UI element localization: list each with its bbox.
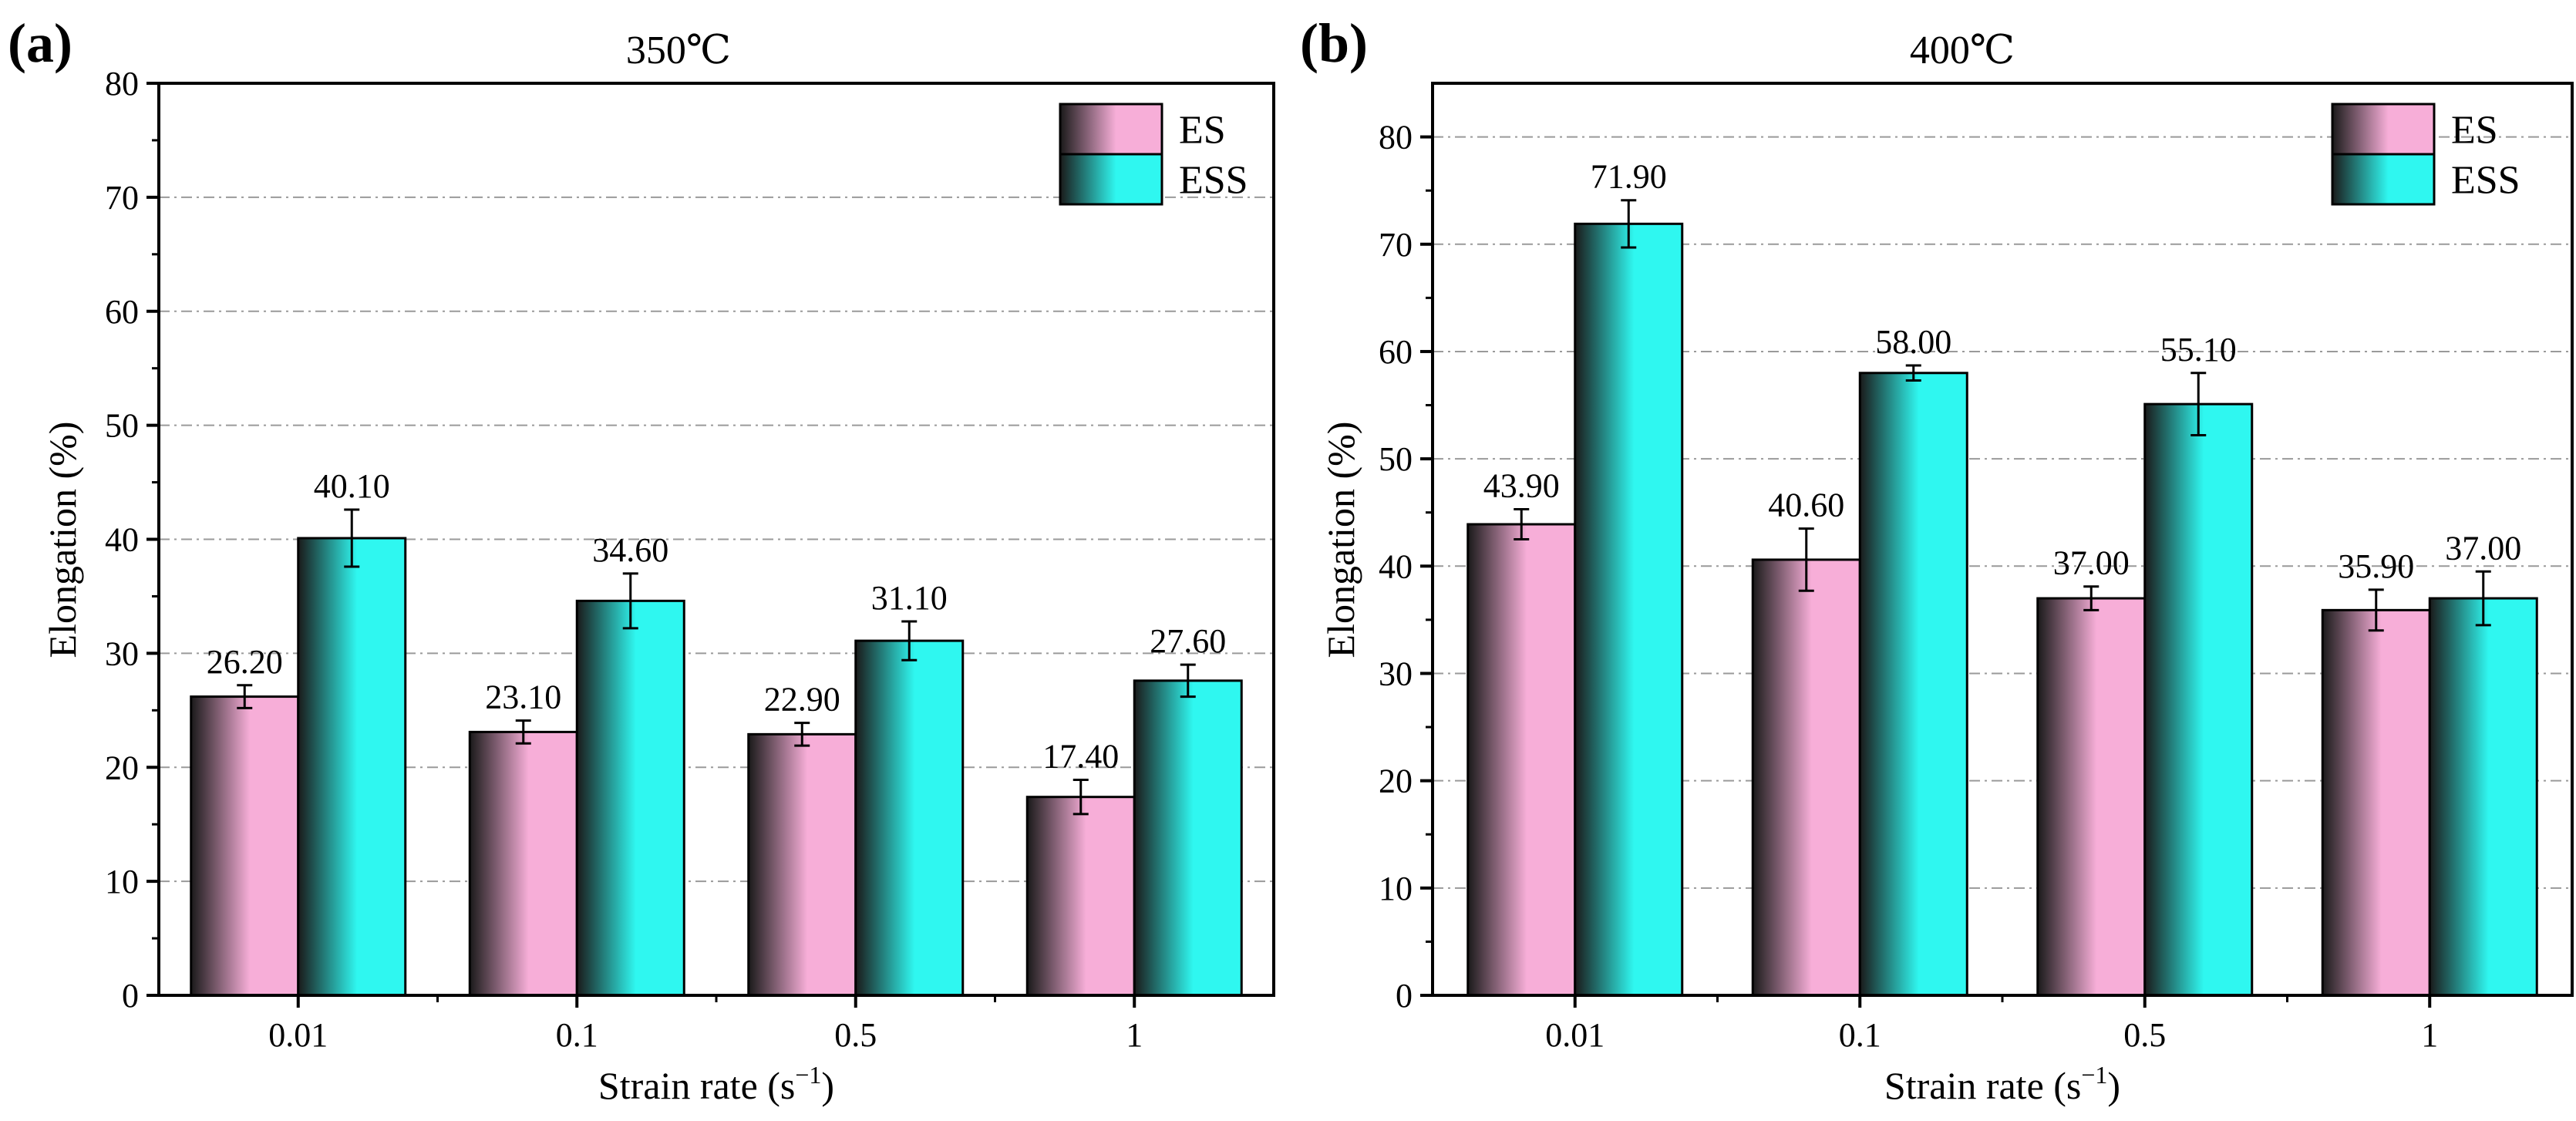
x-tick-label: 0.1 xyxy=(1839,1016,1881,1054)
data-label: 37.00 xyxy=(2053,544,2130,582)
x-tick-label: 0.01 xyxy=(1545,1016,1605,1054)
y-tick-label: 70 xyxy=(105,179,139,217)
x-axis-label-main: Strain rate (s xyxy=(598,1064,795,1107)
bar-ess xyxy=(297,537,407,997)
y-axis-label: Elongation (%) xyxy=(41,422,84,658)
panel-letter: (a) xyxy=(8,12,72,74)
bar-ess xyxy=(854,639,965,997)
y-tick-label: 20 xyxy=(105,749,139,786)
bar-es xyxy=(1751,558,1861,997)
legend-swatch-es xyxy=(1059,103,1163,156)
bar-es xyxy=(1466,523,1577,997)
data-label: 34.60 xyxy=(592,531,668,569)
x-axis-label: Strain rate (s−1) xyxy=(1884,1061,2120,1107)
y-tick-label: 10 xyxy=(1379,870,1413,907)
legend-swatch-ess xyxy=(2331,153,2436,206)
legend-label: ES xyxy=(2451,109,2498,153)
bar-ess xyxy=(1858,372,1968,997)
chart-title: 350℃ xyxy=(626,29,731,72)
panel-b: (b) 400℃ 43.90 71.90 40.60 58.00 37.00 55.10 3… xyxy=(1300,12,2574,1107)
y-tick-label: 30 xyxy=(1379,655,1413,692)
panel-letter: (b) xyxy=(1300,12,1368,74)
bar-ess xyxy=(1133,679,1243,997)
y-tick-label: 40 xyxy=(105,521,139,559)
x-axis-label-main: Strain rate (s xyxy=(1884,1064,2081,1107)
bar-es xyxy=(1025,796,1136,997)
y-tick-label: 0 xyxy=(1396,977,1413,1015)
bar-ess xyxy=(2428,597,2538,997)
x-axis-label-end: ) xyxy=(821,1064,834,1107)
data-label: 17.40 xyxy=(1042,738,1119,776)
data-label: 55.10 xyxy=(2160,331,2237,369)
bar-es xyxy=(2036,597,2147,997)
y-tick-label: 50 xyxy=(1379,440,1413,478)
x-tick-label: 0.5 xyxy=(2123,1016,2166,1054)
y-tick-label: 80 xyxy=(1379,119,1413,157)
x-tick-label: 0.1 xyxy=(556,1016,598,1054)
axis-ticks: 0 10 20 30 40 50 60 70 80 0.01 0.1 0.5 1 xyxy=(1379,119,2438,1054)
data-label: 35.90 xyxy=(2338,547,2414,585)
legend-label: ESS xyxy=(2451,159,2520,203)
bar-ess xyxy=(575,599,685,997)
data-label: 58.00 xyxy=(1875,323,1951,361)
data-label: 26.20 xyxy=(207,643,283,681)
bar-es xyxy=(747,732,857,997)
y-tick-label: 60 xyxy=(1379,333,1413,371)
x-tick-label: 0.01 xyxy=(268,1016,328,1054)
data-label: 37.00 xyxy=(2445,529,2521,567)
data-labels: 43.90 71.90 40.60 58.00 37.00 55.10 35.90 37.00 xyxy=(1483,158,2522,585)
axis-ticks: 0 10 20 30 40 50 60 70 80 0.01 0.1 0.5 1 xyxy=(105,65,1143,1054)
bar-es xyxy=(2321,608,2431,997)
bar-es xyxy=(468,730,578,997)
data-label: 31.10 xyxy=(871,579,948,617)
bar-es xyxy=(190,695,300,997)
x-axis-label: Strain rate (s−1) xyxy=(598,1061,834,1107)
bar-ess xyxy=(1574,222,1684,997)
chart-title: 400℃ xyxy=(1910,29,2015,72)
error-bars xyxy=(1514,199,2491,632)
x-tick-label: 1 xyxy=(1126,1016,1143,1054)
y-axis-label: Elongation (%) xyxy=(1319,422,1362,658)
data-label: 22.90 xyxy=(764,681,840,719)
y-tick-label: 80 xyxy=(105,65,139,103)
data-labels: 26.20 40.10 23.10 34.60 22.90 31.10 17.40 27.60 xyxy=(207,467,1227,775)
data-label: 71.90 xyxy=(1591,158,1667,196)
data-label: 27.60 xyxy=(1150,622,1226,660)
panel-a: (a) 350℃ 26.20 40.10 23.10 34.60 22.90 31.10 1… xyxy=(8,12,1275,1107)
y-tick-label: 60 xyxy=(105,293,139,331)
data-label: 40.60 xyxy=(1768,486,1844,524)
legend: ES ESS xyxy=(2331,103,2520,206)
bars xyxy=(190,537,1243,997)
data-label: 43.90 xyxy=(1483,467,1560,505)
legend-label: ES xyxy=(1179,109,1226,153)
x-axis-label-sup: −1 xyxy=(795,1061,821,1089)
x-axis-label-end: ) xyxy=(2107,1064,2120,1107)
legend-label: ESS xyxy=(1179,159,1248,203)
legend-swatch-es xyxy=(2331,103,2436,156)
data-label: 40.10 xyxy=(314,467,390,505)
legend-swatch-ess xyxy=(1059,153,1163,206)
x-tick-label: 1 xyxy=(2421,1016,2438,1054)
data-label: 23.10 xyxy=(485,678,561,716)
y-tick-label: 50 xyxy=(105,407,139,445)
y-tick-label: 10 xyxy=(105,863,139,901)
y-tick-label: 40 xyxy=(1379,547,1413,585)
error-bars xyxy=(237,508,1196,816)
y-tick-label: 70 xyxy=(1379,226,1413,264)
bar-ess xyxy=(2143,402,2254,997)
x-tick-label: 0.5 xyxy=(834,1016,877,1054)
y-tick-label: 20 xyxy=(1379,762,1413,800)
y-tick-label: 30 xyxy=(105,635,139,672)
y-tick-label: 0 xyxy=(122,977,139,1015)
legend: ES ESS xyxy=(1059,103,1248,206)
x-axis-label-sup: −1 xyxy=(2081,1061,2107,1089)
